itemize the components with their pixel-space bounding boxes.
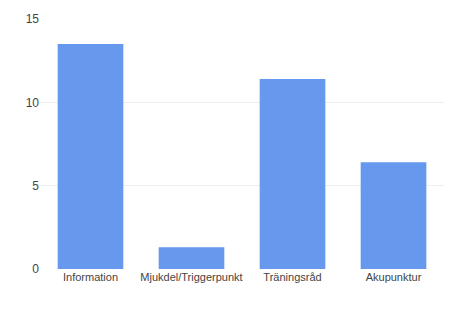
svg-text:5: 5 — [32, 179, 39, 193]
svg-text:Träningsråd: Träningsråd — [263, 271, 321, 283]
svg-text:Mjukdel/Triggerpunkt: Mjukdel/Triggerpunkt — [140, 271, 242, 283]
svg-text:Information: Information — [63, 271, 118, 283]
svg-text:Akupunktur: Akupunktur — [366, 271, 422, 283]
svg-text:0: 0 — [32, 262, 39, 276]
svg-text:15: 15 — [26, 12, 40, 26]
svg-text:10: 10 — [26, 96, 40, 110]
